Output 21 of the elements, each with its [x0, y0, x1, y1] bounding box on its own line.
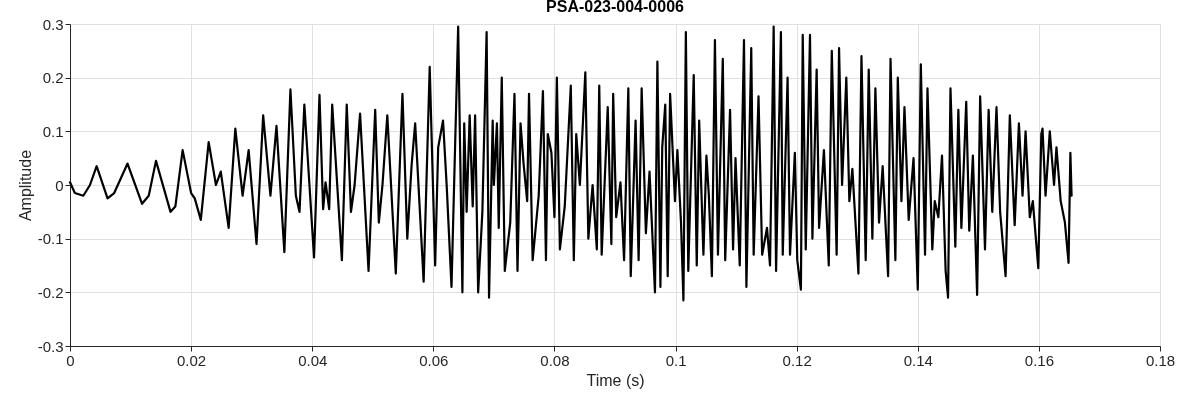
x-tick-label: 0.16: [1024, 351, 1054, 369]
y-tick-label: 0.2: [42, 69, 64, 87]
y-tick-label: 0.3: [42, 15, 64, 33]
line-series: [68, 25, 1073, 302]
y-tick-label: -0.1: [37, 230, 64, 248]
chart-title: PSA-023-004-0006: [546, 0, 685, 15]
x-tick-label: 0.04: [298, 351, 328, 369]
y-tick-label: -0.3: [37, 337, 64, 355]
x-tick-label: 0: [66, 351, 75, 369]
x-tick-label: 0.12: [782, 351, 812, 369]
x-tick-label: 0.08: [540, 351, 570, 369]
y-tick-label: -0.2: [37, 283, 64, 301]
x-axis-title: Time (s): [586, 371, 645, 389]
y-tick-label: 0.1: [42, 122, 64, 140]
y-axis-title: Amplitude: [16, 149, 34, 222]
y-tick-label: 0: [55, 176, 64, 194]
x-tick-label: 0.1: [665, 351, 687, 369]
x-tick-label: 0.06: [419, 351, 449, 369]
x-tick-label: 0.18: [1145, 351, 1176, 369]
x-tick-label: 0.14: [903, 351, 933, 369]
x-tick-label: 0.02: [177, 351, 207, 369]
